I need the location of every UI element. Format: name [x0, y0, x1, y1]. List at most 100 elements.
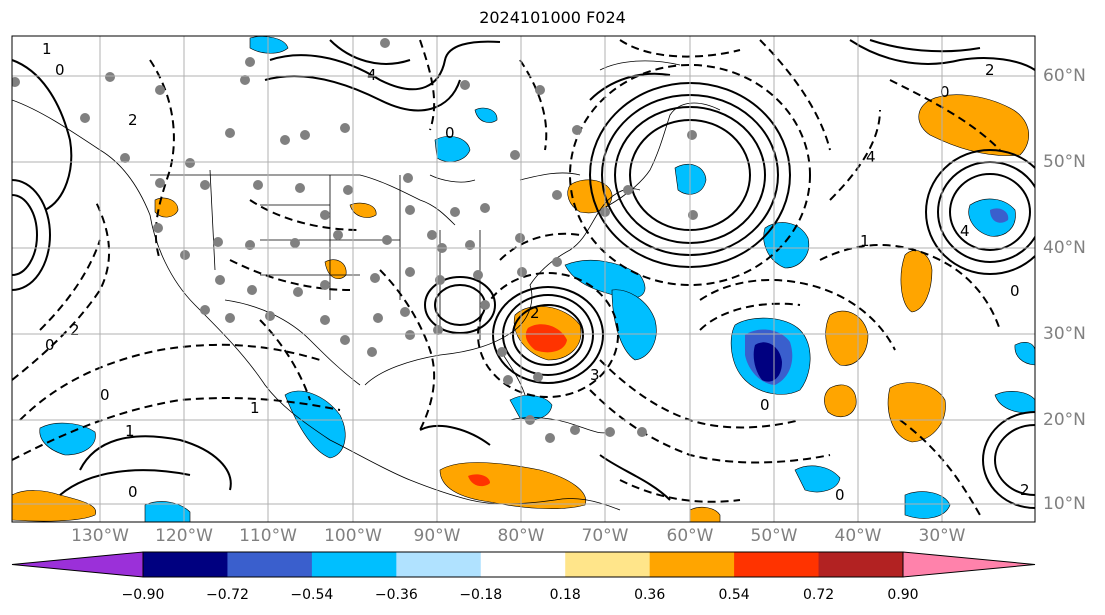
contour-label: 4 — [960, 222, 970, 240]
longitude-label: 120°W — [155, 526, 213, 546]
contour-label: 1 — [250, 399, 260, 417]
contour-label: 3 — [590, 366, 600, 384]
station-dot — [213, 237, 223, 247]
blue-shade-region — [994, 391, 1035, 414]
station-dot — [225, 128, 235, 138]
station-dot — [552, 190, 562, 200]
colorbar-tick-label: 0.36 — [634, 587, 666, 603]
station-dot — [480, 203, 490, 213]
longitude-label: 50°W — [750, 526, 798, 546]
contour-line — [869, 39, 981, 53]
station-dot — [153, 223, 163, 233]
station-dot — [400, 307, 410, 317]
map-panel: 1 0 0 2 0 1 0 1 4 0 2 0 4 0 4 2 2 1 3 0 … — [11, 35, 1036, 523]
coastline-path — [599, 60, 681, 71]
station-dot — [215, 275, 225, 285]
map-background — [12, 36, 1035, 522]
station-dot — [480, 300, 490, 310]
blue-shade-region — [1014, 342, 1035, 366]
contour-label-layer: 1 0 0 2 0 1 0 1 4 0 2 0 4 0 4 2 2 1 3 0 … — [42, 40, 1030, 504]
station-dot — [433, 325, 443, 335]
station-dot — [155, 85, 165, 95]
low-contour-ring — [982, 411, 1035, 509]
contour-label: 0 — [1010, 282, 1020, 300]
colorbar-tick-label: 0.90 — [887, 587, 919, 603]
low-contour-ring — [512, 304, 584, 366]
longitude-label: 60°W — [666, 526, 714, 546]
dashed-contour-line — [759, 39, 831, 151]
low-contour-ring — [12, 179, 51, 291]
dashed-contour-line — [249, 199, 361, 231]
contour-label: 1 — [860, 232, 870, 250]
station-dot — [293, 287, 303, 297]
longitude-label: 40°W — [834, 526, 882, 546]
station-dot — [403, 173, 413, 183]
dashed-contour-line — [699, 279, 896, 351]
colorbar-tick-label: 0.54 — [718, 587, 750, 603]
station-dot — [320, 280, 330, 290]
station-dot — [570, 425, 580, 435]
colorbar-tick-label: −0.72 — [205, 587, 249, 603]
station-dot — [405, 205, 415, 215]
station-dot — [382, 235, 392, 245]
station-dot — [497, 347, 507, 357]
blue-shade-region — [39, 422, 96, 456]
blue-shade-region — [474, 107, 498, 123]
dashed-contour-ring — [477, 272, 619, 398]
station-dot — [405, 330, 415, 340]
station-dot — [253, 180, 263, 190]
station-dot — [240, 75, 250, 85]
dashed-contour-ring — [569, 64, 811, 286]
station-dot — [225, 313, 235, 323]
station-dot — [155, 178, 165, 188]
contour-label: 0 — [128, 483, 138, 501]
station-dot — [405, 267, 415, 277]
low-contour-ring — [994, 424, 1035, 496]
station-dot — [605, 427, 615, 437]
dashed-contour-line — [379, 269, 436, 431]
blue-shade-region — [144, 501, 191, 522]
station-dot — [180, 250, 190, 260]
orange-shade-region — [824, 384, 857, 418]
station-dot — [515, 233, 525, 243]
dashed-contour-line — [819, 244, 1001, 331]
station-dot — [333, 230, 343, 240]
border-path — [224, 299, 361, 386]
contour-label: 0 — [445, 124, 455, 142]
longitude-label: 130°W — [71, 526, 129, 546]
station-dot — [370, 273, 380, 283]
station-dot — [572, 125, 582, 135]
station-dot — [623, 185, 633, 195]
station-dot — [450, 207, 460, 217]
station-dot — [245, 57, 255, 67]
orange-shade-region — [439, 462, 587, 509]
latitude-label: 20°N — [1043, 410, 1086, 430]
station-dot — [533, 372, 543, 382]
contour-label: 2 — [530, 304, 540, 322]
dashed-contour-line — [419, 39, 436, 131]
station-dot — [473, 270, 483, 280]
longitude-label: 110°W — [239, 526, 297, 546]
contour-line — [589, 72, 671, 101]
station-dot — [320, 210, 330, 220]
map-frame — [11, 35, 1036, 523]
station-dot — [340, 335, 350, 345]
station-dot — [367, 347, 377, 357]
orange-shade-region — [825, 310, 869, 366]
coastline-path — [469, 498, 621, 511]
station-dot — [295, 183, 305, 193]
coastline-path — [12, 99, 471, 501]
orange-shade-region — [689, 506, 721, 522]
latitude-label: 50°N — [1043, 152, 1086, 172]
contour-label: 0 — [55, 61, 65, 79]
colorbar-tick-label: 0.18 — [549, 587, 581, 603]
dashed-contour-line — [19, 343, 321, 421]
colorbar-tick-label: −0.90 — [121, 587, 165, 603]
longitude-label: 30°W — [918, 526, 966, 546]
dashed-contour-line — [899, 419, 981, 516]
longitude-label: 90°W — [413, 526, 461, 546]
station-dot — [200, 305, 210, 315]
low-contour-ring — [925, 149, 1035, 275]
contour-label: 4 — [367, 66, 377, 84]
low-contour-ring — [12, 194, 38, 276]
